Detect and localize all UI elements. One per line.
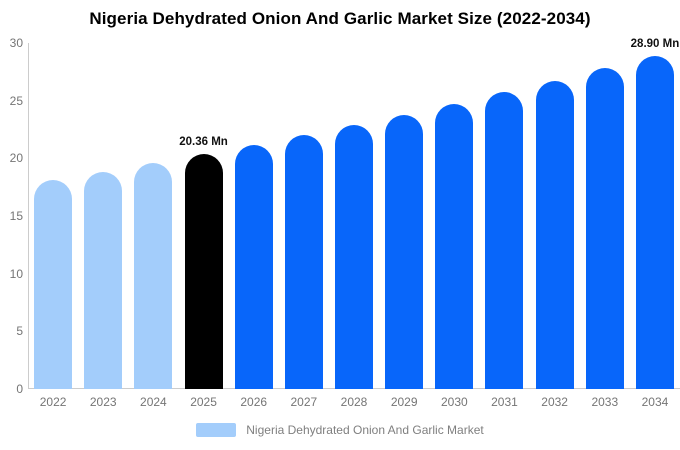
bar-slot bbox=[429, 43, 479, 389]
bar-slot: 28.90 Mn bbox=[630, 38, 680, 389]
bar-slot bbox=[28, 43, 78, 389]
bar-2030[interactable] bbox=[435, 103, 474, 389]
bar-2023[interactable] bbox=[84, 171, 123, 389]
x-axis-label-2027: 2027 bbox=[290, 395, 318, 409]
x-axis-label-2026: 2026 bbox=[240, 395, 268, 409]
bar-slot bbox=[580, 43, 630, 389]
y-axis-tick-label: 0 bbox=[16, 382, 23, 396]
y-axis-tick-label: 25 bbox=[9, 93, 23, 108]
bar-2027[interactable] bbox=[284, 135, 323, 389]
x-axis-label-2023: 2023 bbox=[89, 395, 117, 409]
x-axis-label-2030: 2030 bbox=[440, 395, 468, 409]
chart-region: 0 5 10 15 20 25 30 20.36 Mn 28.90 Mn bbox=[10, 37, 680, 395]
x-axis-label-2033: 2033 bbox=[591, 395, 619, 409]
x-axis-label-2025: 2025 bbox=[190, 395, 217, 409]
legend[interactable]: Nigeria Dehydrated Onion And Garlic Mark… bbox=[0, 423, 680, 437]
chart-title: Nigeria Dehydrated Onion And Garlic Mark… bbox=[89, 9, 591, 28]
x-axis-label-2022: 2022 bbox=[39, 395, 67, 409]
bar-slot bbox=[530, 43, 580, 389]
bar-slot bbox=[329, 43, 379, 389]
bar-slot bbox=[379, 43, 429, 389]
y-axis-tick-label: 10 bbox=[9, 266, 23, 281]
x-axis: 2022 2023 2024 2025 2026 2027 2028 2029 2030 2031… bbox=[28, 389, 680, 409]
bar-2022[interactable] bbox=[34, 180, 73, 389]
legend-swatch-icon bbox=[196, 423, 237, 437]
bar-2034[interactable]: 28.90 Mn bbox=[631, 38, 679, 389]
legend-label: Nigeria Dehydrated Onion And Garlic Mark… bbox=[246, 423, 484, 437]
bar-2033[interactable] bbox=[585, 68, 624, 389]
bar-value-label: 20.36 Mn bbox=[179, 136, 228, 149]
bar-2032[interactable] bbox=[535, 80, 574, 389]
bar-slot: 20.36 Mn bbox=[178, 43, 228, 389]
bar-2028[interactable] bbox=[335, 125, 374, 389]
bar-slot bbox=[128, 43, 178, 389]
x-axis-label-2034: 2034 bbox=[641, 395, 669, 409]
bar-2024[interactable] bbox=[134, 163, 173, 389]
bar-slot bbox=[479, 43, 529, 389]
x-axis-label-2032: 2032 bbox=[541, 395, 568, 409]
bar-slot bbox=[78, 43, 128, 389]
bar-slot bbox=[279, 43, 329, 389]
bar-value-label: 28.90 Mn bbox=[630, 37, 680, 50]
x-axis-label-2028: 2028 bbox=[340, 395, 368, 409]
x-axis-label-2024: 2024 bbox=[140, 395, 167, 409]
y-axis-tick-label: 30 bbox=[9, 36, 23, 50]
y-axis-tick-label: 5 bbox=[16, 324, 23, 339]
bar-2025[interactable]: 20.36 Mn bbox=[179, 136, 228, 389]
bar-2029[interactable] bbox=[385, 114, 424, 389]
y-axis-tick-label: 20 bbox=[9, 151, 23, 166]
bar-2026[interactable] bbox=[234, 144, 273, 389]
x-axis-label-2031: 2031 bbox=[491, 395, 518, 409]
y-axis-tick-label: 15 bbox=[9, 209, 23, 223]
bars-container: 20.36 Mn 28.90 Mn bbox=[28, 38, 680, 389]
bar-slot bbox=[229, 43, 279, 389]
x-axis-label-2029: 2029 bbox=[390, 395, 418, 409]
bar-2031[interactable] bbox=[485, 92, 524, 389]
